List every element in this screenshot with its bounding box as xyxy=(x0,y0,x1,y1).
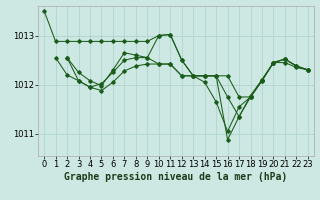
X-axis label: Graphe pression niveau de la mer (hPa): Graphe pression niveau de la mer (hPa) xyxy=(64,172,288,182)
